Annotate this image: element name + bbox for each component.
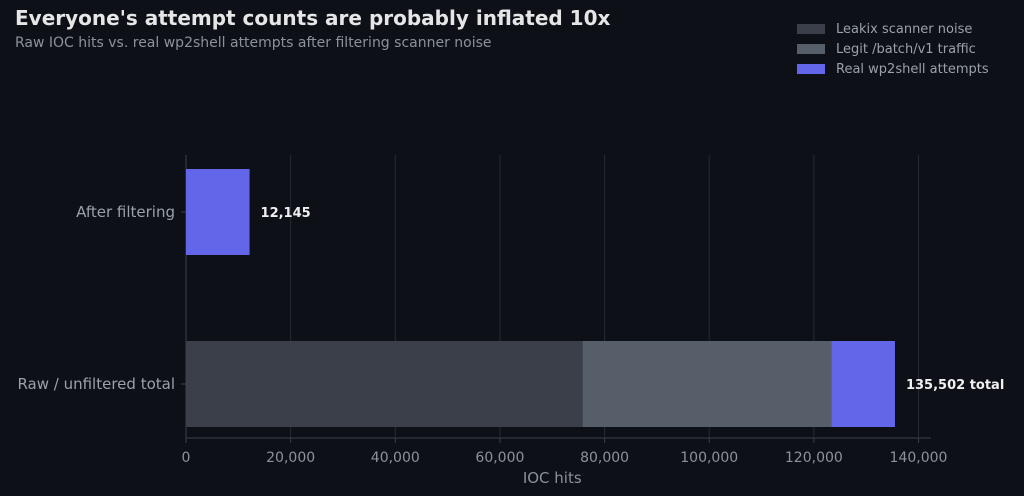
x-tick-label-0: 0 [182,450,191,466]
x-tick-label-1: 20,000 [266,450,315,466]
legend-label-legit: Legit /batch/v1 traffic [836,41,976,57]
x-tick-label-4: 80,000 [580,450,629,466]
x-tick-label-7: 140,000 [890,450,948,466]
legend-item-leakix: Leakix scanner noise [797,19,989,39]
legend-item-legit: Legit /batch/v1 traffic [797,39,989,59]
x-tick-label-6: 120,000 [785,450,843,466]
x-tick-label-2: 40,000 [371,450,420,466]
legend-swatch-real [797,64,825,74]
data-label-1: 135,502 total [906,378,1004,393]
x-tick-label-3: 60,000 [475,450,524,466]
x-tick-label-5: 100,000 [680,450,738,466]
chart-title: Everyone's attempt counts are probably i… [15,6,611,30]
legend-item-real: Real wp2shell attempts [797,59,989,79]
category-label-0: After filtering [76,203,175,221]
legend-label-leakix: Leakix scanner noise [836,21,973,37]
bar-0-series-2 [186,169,250,255]
x-axis-title: IOC hits [523,469,582,487]
category-label-1: Raw / unfiltered total [17,375,175,393]
bar-1-series-0 [186,341,583,427]
data-label-0: 12,145 [261,206,311,221]
legend: Leakix scanner noise Legit /batch/v1 tra… [797,19,989,79]
bar-1-series-1 [582,341,832,427]
bar-1-series-2 [831,341,895,427]
legend-label-real: Real wp2shell attempts [836,61,989,77]
legend-swatch-legit [797,44,825,54]
legend-swatch-leakix [797,24,825,34]
chart-subtitle: Raw IOC hits vs. real wp2shell attempts … [15,35,492,51]
